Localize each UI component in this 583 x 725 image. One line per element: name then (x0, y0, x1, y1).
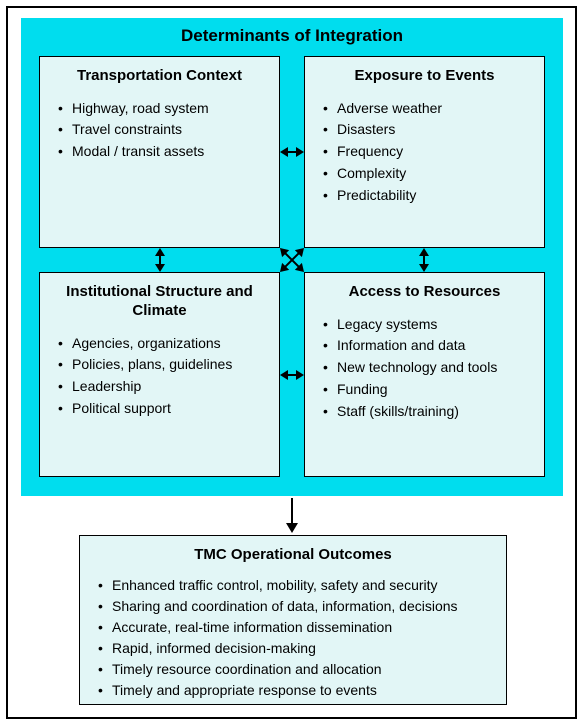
determinants-panel: Determinants of Integration Transportati… (21, 18, 563, 496)
list-item: Accurate, real-time information dissemin… (98, 617, 500, 638)
quadrant-access-to-resources: Access to Resources Legacy systems Infor… (304, 272, 545, 477)
double-arrow-icon (419, 248, 429, 272)
double-arrow-icon (280, 147, 304, 157)
list-item: Disasters (323, 119, 538, 141)
list-item: Funding (323, 379, 538, 401)
bullet-list: Agencies, organizations Policies, plans,… (46, 333, 273, 420)
list-item: Modal / transit assets (58, 141, 273, 163)
list-item: Timely resource coordination and allocat… (98, 659, 500, 680)
bullet-list: Legacy systems Information and data New … (311, 314, 538, 422)
list-item: Timely and appropriate response to event… (98, 680, 500, 701)
outcomes-title: TMC Operational Outcomes (86, 546, 500, 563)
main-title: Determinants of Integration (21, 26, 563, 46)
quadrant-title: Institutional Structure and Climate (46, 283, 273, 321)
double-arrow-icon (155, 248, 165, 272)
quadrant-exposure-to-events: Exposure to Events Adverse weather Disas… (304, 56, 545, 248)
list-item: Frequency (323, 141, 538, 163)
outcomes-box: TMC Operational Outcomes Enhanced traffi… (79, 535, 507, 705)
bullet-list: Highway, road system Travel constraints … (46, 98, 273, 163)
list-item: Predictability (323, 185, 538, 207)
list-item: Legacy systems (323, 314, 538, 336)
quadrant-title: Exposure to Events (311, 67, 538, 86)
list-item: Political support (58, 398, 273, 420)
quadrant-title: Transportation Context (46, 67, 273, 86)
list-item: Leadership (58, 376, 273, 398)
bullet-list: Adverse weather Disasters Frequency Comp… (311, 98, 538, 206)
list-item: Complexity (323, 163, 538, 185)
list-item: Highway, road system (58, 98, 273, 120)
list-item: Enhanced traffic control, mobility, safe… (98, 575, 500, 596)
list-item: Sharing and coordination of data, inform… (98, 596, 500, 617)
list-item: New technology and tools (323, 357, 538, 379)
quadrant-institutional-structure: Institutional Structure and Climate Agen… (39, 272, 280, 477)
list-item: Agencies, organizations (58, 333, 273, 355)
list-item: Rapid, informed decision-making (98, 638, 500, 659)
list-item: Adverse weather (323, 98, 538, 120)
double-arrow-icon (280, 370, 304, 380)
list-item: Policies, plans, guidelines (58, 354, 273, 376)
list-item: Staff (skills/training) (323, 401, 538, 423)
diagram-frame: Determinants of Integration Transportati… (6, 6, 577, 719)
quadrant-title: Access to Resources (311, 283, 538, 302)
down-arrow-icon (286, 498, 298, 533)
quadrant-transportation-context: Transportation Context Highway, road sys… (39, 56, 280, 248)
bullet-list: Enhanced traffic control, mobility, safe… (86, 575, 500, 701)
list-item: Travel constraints (58, 119, 273, 141)
list-item: Information and data (323, 335, 538, 357)
